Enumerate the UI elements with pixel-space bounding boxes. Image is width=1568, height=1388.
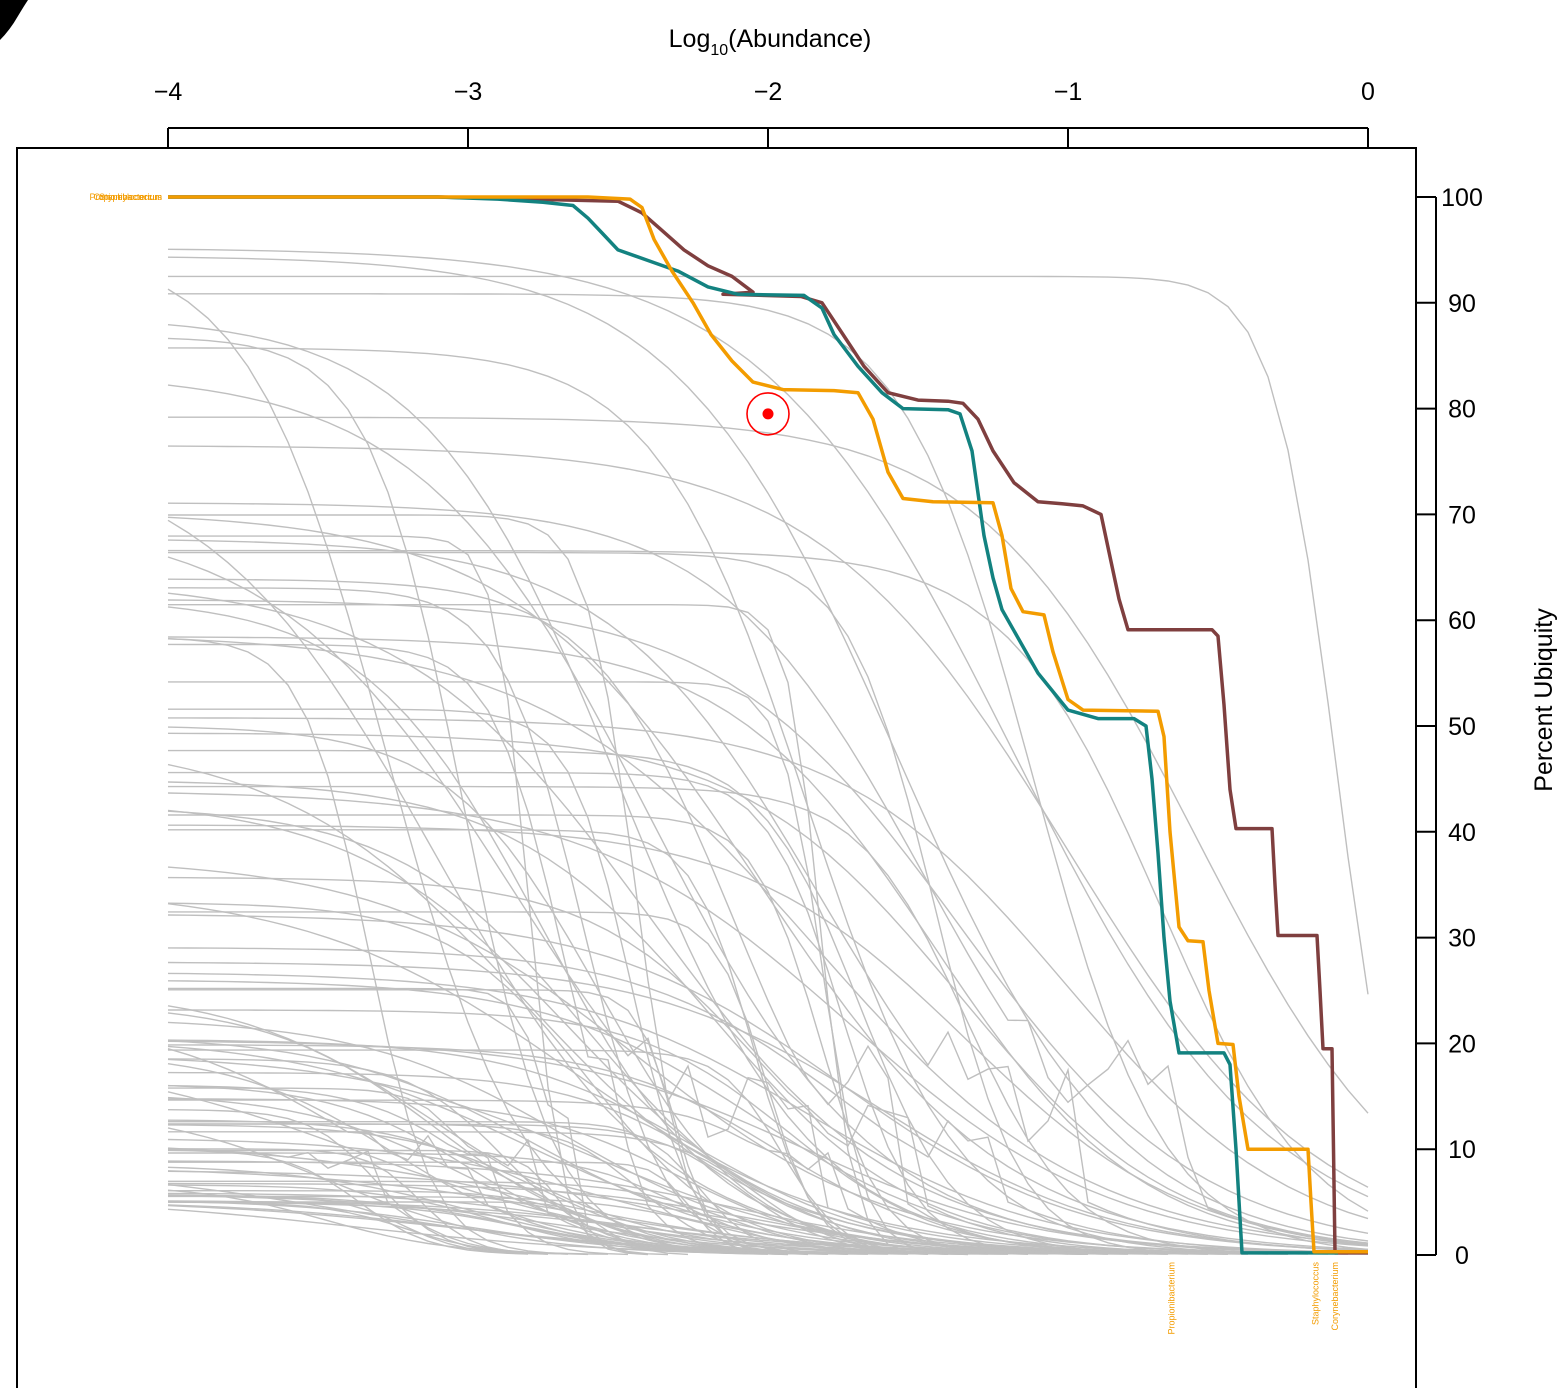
background-series-line — [168, 749, 1169, 1255]
background-series-line — [167, 248, 1369, 1198]
background-series-line — [167, 980, 1349, 1255]
x-axis-title-suffix: (Abundance) — [728, 25, 871, 53]
y-tick-label: 90 — [1448, 290, 1476, 318]
background-series-line — [168, 814, 1029, 1255]
background-series-line — [167, 1063, 829, 1255]
background-series-line — [167, 592, 1369, 1254]
background-series-line — [168, 1149, 669, 1256]
background-series-line — [167, 256, 1369, 1242]
background-series-line — [168, 275, 1369, 995]
background-series-line — [167, 638, 1369, 1245]
background-series-line — [167, 961, 1369, 1252]
background-series-line — [168, 1180, 969, 1255]
y-tick-label: 70 — [1448, 501, 1476, 529]
background-series-line — [167, 384, 1369, 1255]
highlight-marker-group — [746, 392, 790, 436]
background-series-line — [168, 347, 1329, 1255]
background-series-line — [167, 502, 1369, 1246]
background-series-line — [167, 914, 1369, 1252]
background-series-line — [168, 535, 649, 1256]
background-series-line — [168, 829, 949, 1255]
background-series-line — [167, 516, 1369, 1251]
y-tick-label: 0 — [1455, 1242, 1469, 1270]
x-axis-title-subscript: 10 — [710, 42, 728, 59]
background-series-line — [168, 708, 829, 1255]
background-series-line — [168, 1148, 549, 1255]
y-tick-label: 20 — [1448, 1030, 1476, 1058]
panel-letter-fragment — [0, 0, 28, 40]
background-series-line — [168, 1049, 949, 1255]
series-line-propionibacterium — [168, 195, 1338, 1255]
background-series-line — [167, 1189, 609, 1255]
background-series-line — [167, 556, 1289, 1255]
taxon-label-overlap: Corynebacterium — [93, 192, 162, 202]
background-series-line — [167, 324, 1289, 1255]
x-tick-label: 0 — [1361, 78, 1375, 106]
x-axis-top: −4 −3 −2 −1 0 — [154, 78, 1375, 148]
background-series-line — [167, 1183, 969, 1255]
background-series-line — [167, 1045, 1149, 1255]
series-line-staphylococcus — [168, 195, 1368, 1254]
background-series-line — [167, 638, 589, 1256]
taxon-label-vertical: Staphylococcus — [1311, 1262, 1321, 1326]
taxon-label-overlap: Propionibacterium — [89, 192, 162, 202]
y-tick-label: 30 — [1448, 925, 1476, 953]
background-series-line — [168, 1099, 1089, 1255]
background-series-line — [168, 717, 1369, 1220]
highlighted-series-group — [168, 195, 1368, 1255]
background-series-line — [168, 549, 1369, 1212]
x-axis-title: Log10(Abundance) — [669, 25, 872, 59]
x-tick-label: −2 — [754, 78, 783, 106]
y-tick-label: 60 — [1448, 607, 1476, 635]
background-series-line — [167, 1108, 549, 1255]
plot-frame — [16, 147, 1417, 1388]
y-tick-label: 100 — [1441, 184, 1483, 212]
background-series-line — [167, 599, 1369, 1234]
background-series-line — [167, 1005, 1009, 1255]
background-series-line — [168, 987, 649, 1255]
background-series-line — [167, 792, 1369, 1247]
background-series-line — [168, 604, 929, 1255]
taxon-annotations: Propionibacterium Staphylococcus Corynebac… — [89, 192, 1340, 1335]
background-series-line — [167, 606, 1129, 1255]
y-tick-label: 80 — [1448, 396, 1476, 424]
x-tick-label: −3 — [454, 78, 483, 106]
taxon-label-vertical: Propionibacterium — [1167, 1262, 1177, 1335]
y-tick-label: 40 — [1448, 819, 1476, 847]
background-series-line — [167, 636, 1369, 1247]
background-series-line — [167, 539, 1369, 1252]
background-series-group — [167, 248, 1369, 1256]
series-line-corynebacterium — [168, 195, 1368, 1255]
background-series-line — [167, 876, 1289, 1255]
y-axis-right: 0 10 20 30 40 50 60 70 80 90 100 — [1416, 184, 1483, 1270]
background-series-line — [168, 989, 789, 1255]
y-tick-label: 50 — [1448, 713, 1476, 741]
background-series-line — [168, 1087, 629, 1256]
background-series-line — [168, 824, 1369, 1244]
background-series-line — [167, 445, 1369, 1188]
highlight-dot — [762, 408, 774, 420]
x-tick-label: −4 — [154, 78, 183, 106]
y-axis-title: Percent Ubiquity — [1530, 608, 1558, 792]
background-series-line — [168, 785, 1309, 1255]
x-axis-title-prefix: Log — [669, 25, 711, 53]
background-series-line — [167, 1182, 1169, 1255]
background-series-line — [168, 1120, 849, 1255]
x-tick-label: −1 — [1054, 78, 1083, 106]
background-series-line — [167, 809, 1229, 1255]
taxon-label-vertical: Corynebacterium — [1330, 1262, 1340, 1331]
background-series-line — [168, 551, 1229, 1255]
highlight-ring — [746, 392, 790, 436]
background-series-line — [168, 514, 809, 1256]
background-series-line — [167, 519, 1209, 1255]
background-series-line — [168, 416, 1369, 1114]
taxon-label-overlap: Staphylococcus — [99, 192, 163, 202]
background-series-line — [168, 1131, 969, 1255]
background-series-line — [167, 1149, 529, 1255]
y-tick-label: 10 — [1448, 1136, 1476, 1164]
background-series-line — [168, 911, 929, 1255]
background-series-line — [167, 1200, 1129, 1255]
background-series-line — [168, 293, 1369, 1251]
